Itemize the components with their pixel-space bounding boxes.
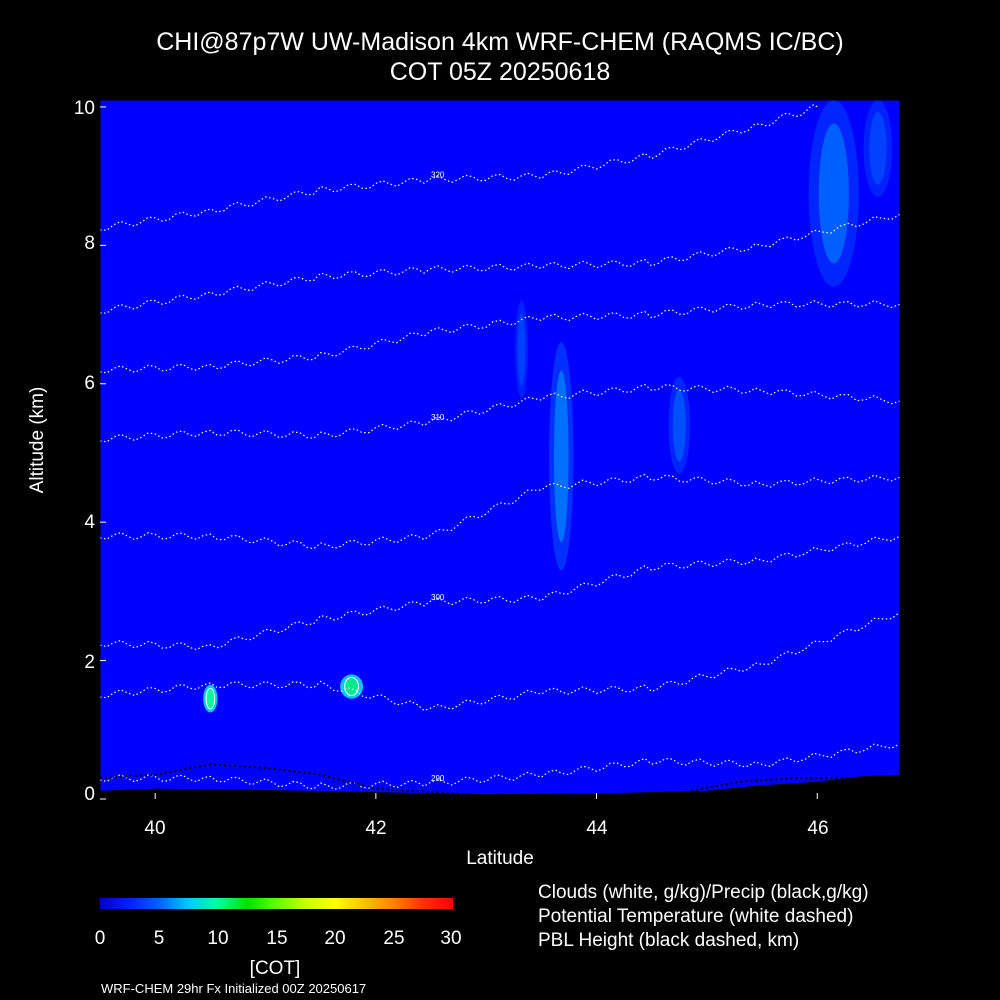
- isentrope-label: 310: [431, 413, 445, 422]
- x-tick-label: 42: [365, 818, 386, 840]
- isentrope-label: 320: [431, 171, 445, 180]
- plot-background: [100, 100, 900, 799]
- colorbar-tick: 30: [440, 928, 461, 950]
- cloud-feature-core: [819, 123, 849, 263]
- colorbar-tick: 5: [154, 928, 165, 950]
- colorbar-tick: 0: [95, 928, 106, 950]
- colorbar-tick: 10: [207, 928, 228, 950]
- colorbar: [100, 898, 453, 909]
- isentrope-label: 290: [431, 774, 445, 783]
- cloud-feature-core: [869, 112, 886, 185]
- cloud-feature-core: [206, 688, 215, 709]
- footer-note: WRF-CHEM 29hr Fx Initialized 00Z 2025061…: [101, 981, 366, 996]
- legend-entry-pbl: PBL Height (black dashed, km): [538, 930, 799, 952]
- y-axis-label: Altitude (km): [27, 387, 49, 494]
- y-tick-label: 10: [74, 98, 95, 120]
- cloud-feature-core: [345, 677, 359, 695]
- y-tick-label: 8: [84, 233, 95, 255]
- colorbar-tick: 25: [383, 928, 404, 950]
- y-tick-label: 0: [84, 784, 95, 806]
- cloud-feature-core: [673, 389, 686, 462]
- isentrope-label: 300: [431, 593, 445, 602]
- x-axis-label: Latitude: [466, 848, 534, 870]
- y-tick-label: 6: [84, 373, 95, 395]
- y-tick-label: 2: [84, 652, 95, 674]
- x-tick-label: 44: [586, 818, 607, 840]
- colorbar-label: [COT]: [250, 958, 301, 980]
- legend-entry-theta: Potential Temperature (white dashed): [538, 906, 853, 928]
- y-tick-label: 4: [84, 512, 95, 534]
- legend-entry-clouds: Clouds (white, g/kg)/Precip (black,g/kg): [538, 882, 869, 904]
- x-tick-label: 46: [807, 818, 828, 840]
- x-tick-label: 40: [144, 818, 165, 840]
- cloud-feature-core: [518, 313, 526, 386]
- colorbar-tick: 15: [266, 928, 287, 950]
- colorbar-tick: 20: [324, 928, 345, 950]
